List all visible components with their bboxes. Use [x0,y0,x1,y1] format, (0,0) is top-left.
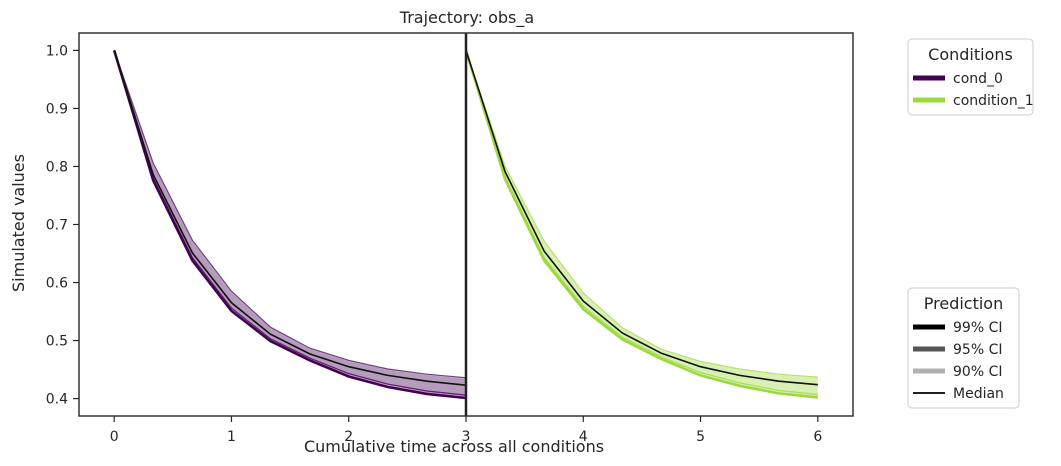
y-tick-label: 0.6 [46,276,68,292]
ci99-lower-line-condition_1 [464,50,818,399]
y-axis-label: Simulated values [9,154,28,292]
legend-entry-label: 99% CI [953,320,1002,336]
legend-conditions: Conditions cond_0 condition_1 [907,38,1034,116]
y-tick-label: 1.0 [46,43,68,59]
x-tick-label: 0 [110,429,119,445]
y-tick-label: 0.8 [46,159,68,175]
series-condition_1 [464,50,818,399]
legend-entry-label: condition_1 [953,93,1034,109]
legend-frame [907,38,1034,116]
legend-entry-label: cond_0 [953,71,1003,87]
series-cond_0 [112,50,467,400]
x-tick-label: 6 [813,429,822,445]
y-tick-label: 0.5 [46,334,68,350]
ci99-lower-line-cond_0 [112,50,467,400]
x-tick-label: 1 [227,429,236,445]
ci90-lower-line-cond_0 [113,50,467,396]
legend-entry-label: 90% CI [953,364,1002,380]
legend-prediction: Prediction 99% CI 95% CI 90% CI Median [907,287,1020,409]
y-tick-label: 0.4 [46,392,68,408]
legend-frame [907,287,1020,409]
ci99-upper-line-condition_1 [465,50,818,378]
y-tick-label: 0.7 [46,218,68,234]
plot-area: 0 1 2 3 4 5 6 0.4 0.5 0.6 0.7 0.8 0.9 1.0 [46,32,854,445]
legend-title: Conditions [928,45,1013,64]
chart-title: Trajectory: obs_a [399,8,534,28]
median-line-cond_0 [113,50,467,386]
x-tick-label: 5 [696,429,705,445]
legend-entry-label: Median [953,386,1004,402]
median-line-condition_1 [465,50,818,386]
y-tick-label: 0.9 [46,101,68,117]
x-axis-label: Cumulative time across all conditions [304,437,604,456]
x-tick-label: 2 [344,429,353,445]
x-tick-label: 3 [462,429,471,445]
ci99-upper-line-cond_0 [113,50,467,379]
legend-entry-label: 95% CI [953,342,1002,358]
legend-title: Prediction [924,294,1003,313]
x-tick-label: 4 [579,429,588,445]
ci90-lower-line-condition_1 [465,50,818,396]
legends: Conditions cond_0 condition_1 Prediction 99%… [907,38,1034,409]
